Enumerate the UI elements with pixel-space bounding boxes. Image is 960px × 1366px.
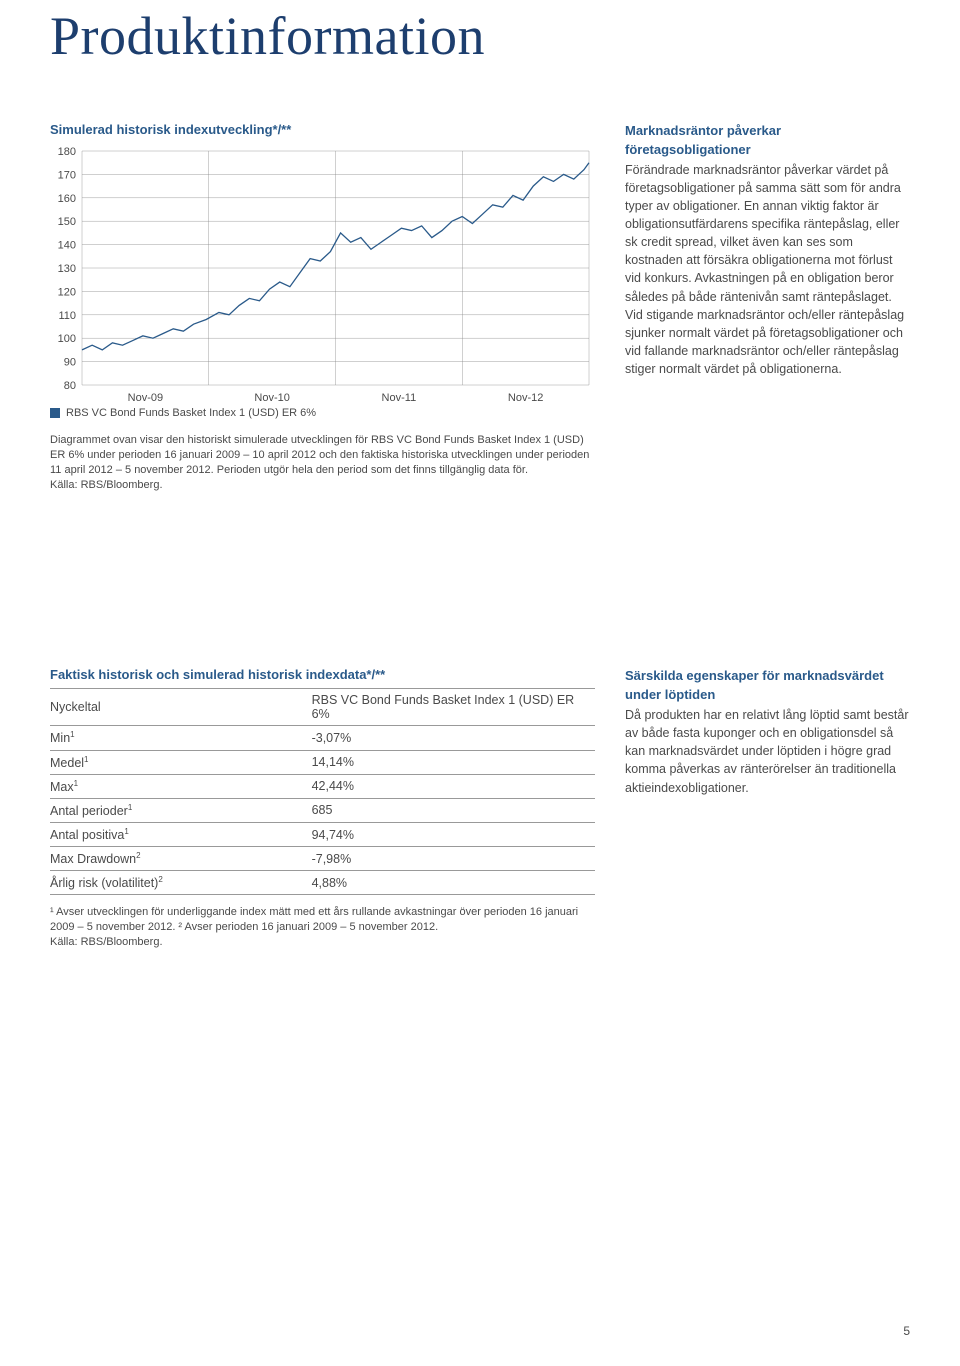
svg-text:90: 90 [64, 357, 76, 369]
table-cell-value: -3,07% [312, 726, 595, 750]
svg-text:180: 180 [58, 147, 76, 158]
legend-color-square [50, 408, 60, 418]
table-row: Antal positiva194,74% [50, 823, 595, 847]
table-cell-value: 14,14% [312, 750, 595, 774]
section-heading-sarskilda: Särskilda egenskaper för marknadsvärdet … [625, 667, 910, 705]
section-body-marknadsrantor: Förändrade marknadsräntor påverkar värde… [625, 161, 910, 379]
chart-wrap: 180 170 160 150 140 130 120 110 100 90 80 Nov-09 Nov… [50, 147, 595, 405]
svg-text:Nov-11: Nov-11 [382, 392, 417, 404]
svg-text:130: 130 [58, 263, 76, 275]
table-row: Antal perioder1685 [50, 798, 595, 822]
table-cell-label: Medel1 [50, 750, 312, 774]
right-text-bottom: Särskilda egenskaper för marknadsvärdet … [625, 667, 910, 950]
table-cell-value: 42,44% [312, 774, 595, 798]
right-text-top: Marknadsräntor påverkar företagsobligati… [625, 122, 910, 492]
svg-text:110: 110 [58, 310, 76, 322]
chart-title: Simulerad historisk indexutveckling*/** [50, 122, 595, 137]
table-title: Faktisk historisk och simulerad historis… [50, 667, 595, 682]
svg-text:160: 160 [58, 193, 76, 205]
table-header-index: RBS VC Bond Funds Basket Index 1 (USD) E… [312, 689, 595, 726]
section-heading-marknadsrantor: Marknadsräntor påverkar företagsobligati… [625, 122, 910, 160]
svg-text:80: 80 [64, 380, 76, 392]
svg-text:Nov-10: Nov-10 [254, 392, 289, 404]
table-row: Min1-3,07% [50, 726, 595, 750]
table-cell-label: Antal positiva1 [50, 823, 312, 847]
svg-text:170: 170 [58, 169, 76, 181]
table-cell-value: 4,88% [312, 871, 595, 895]
chart-description: Diagrammet ovan visar den historiskt sim… [50, 433, 595, 492]
table-cell-label: Max Drawdown2 [50, 847, 312, 871]
svg-text:100: 100 [58, 333, 76, 345]
table-footnote: ¹ Avser utvecklingen för underliggande i… [50, 905, 595, 950]
table-row: Max142,44% [50, 774, 595, 798]
svg-text:Nov-09: Nov-09 [128, 392, 163, 404]
svg-text:150: 150 [58, 216, 76, 228]
chart-legend: RBS VC Bond Funds Basket Index 1 (USD) E… [50, 407, 595, 419]
table-cell-label: Max1 [50, 774, 312, 798]
svg-text:Nov-12: Nov-12 [508, 392, 543, 404]
table-cell-label: Årlig risk (volatilitet)2 [50, 871, 312, 895]
table-header-row: Nyckeltal RBS VC Bond Funds Basket Index… [50, 689, 595, 726]
line-chart: 180 170 160 150 140 130 120 110 100 90 80 Nov-09 Nov… [50, 147, 595, 405]
top-section: Simulerad historisk indexutveckling*/** … [50, 122, 910, 492]
svg-text:140: 140 [58, 240, 76, 252]
index-data-table: Nyckeltal RBS VC Bond Funds Basket Index… [50, 688, 595, 895]
table-cell-label: Min1 [50, 726, 312, 750]
table-column: Faktisk historisk och simulerad historis… [50, 667, 595, 950]
table-cell-value: -7,98% [312, 847, 595, 871]
section-body-sarskilda: Då produkten har en relativt lång löptid… [625, 706, 910, 797]
table-row: Årlig risk (volatilitet)24,88% [50, 871, 595, 895]
chart-column: Simulerad historisk indexutveckling*/** … [50, 122, 595, 492]
svg-text:120: 120 [58, 286, 76, 298]
bottom-section: Faktisk historisk och simulerad historis… [50, 667, 910, 950]
legend-label: RBS VC Bond Funds Basket Index 1 (USD) E… [66, 407, 316, 419]
table-row: Max Drawdown2-7,98% [50, 847, 595, 871]
table-header-nyckeltal: Nyckeltal [50, 689, 312, 726]
table-cell-value: 685 [312, 798, 595, 822]
table-row: Medel114,14% [50, 750, 595, 774]
page-title: Produktinformation [50, 5, 910, 67]
page-number: 5 [903, 1324, 910, 1338]
table-cell-value: 94,74% [312, 823, 595, 847]
table-cell-label: Antal perioder1 [50, 798, 312, 822]
